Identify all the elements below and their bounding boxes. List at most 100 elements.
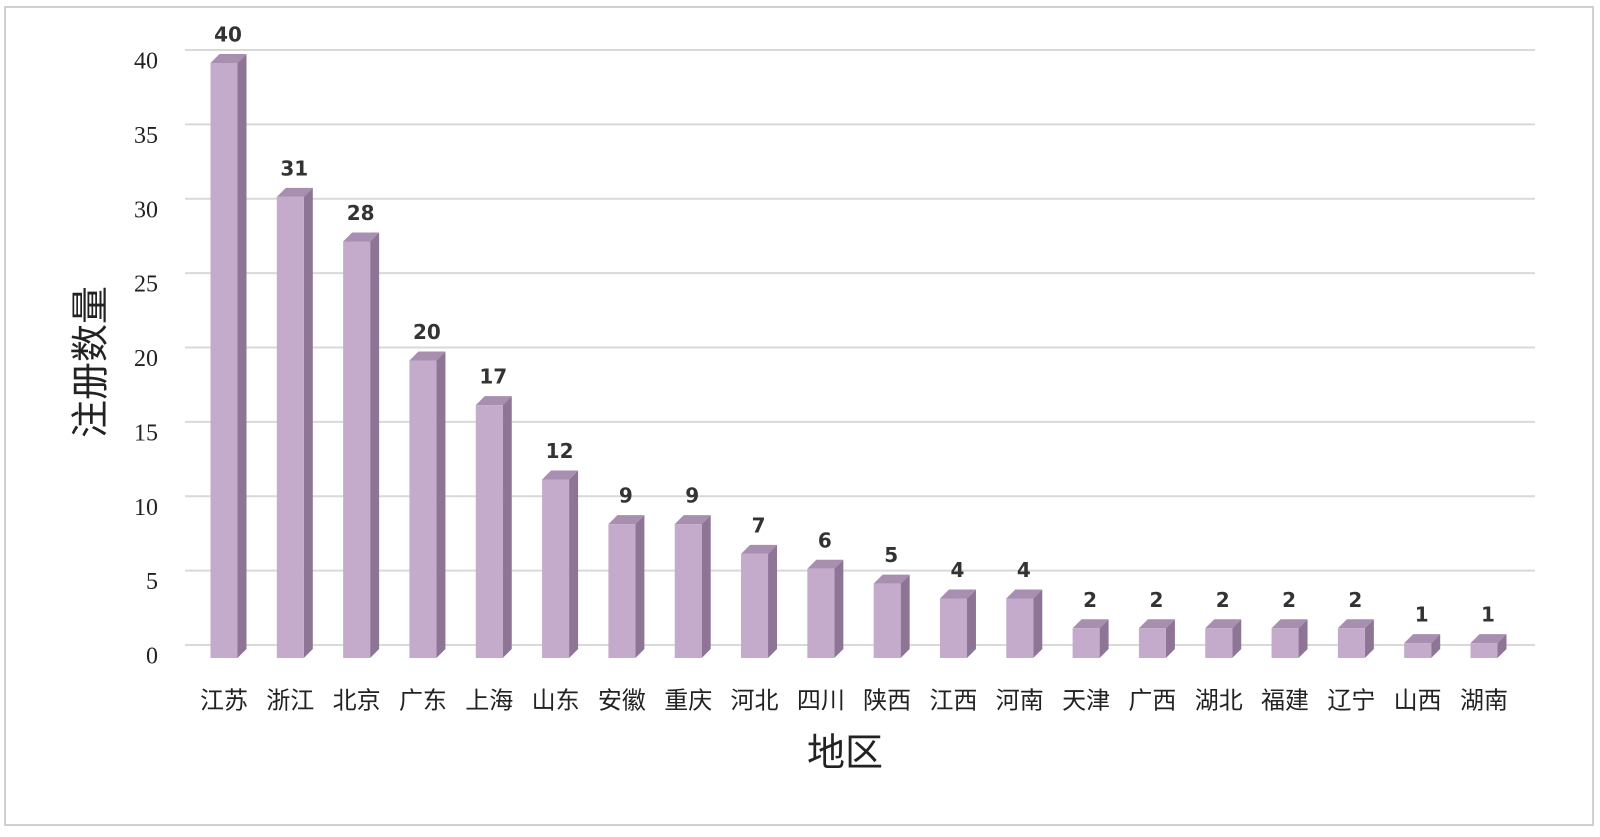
bar-top (210, 54, 247, 63)
bar (1337, 628, 1365, 658)
value-label: 17 (479, 365, 507, 389)
bar-side (768, 544, 778, 658)
value-label: 2 (1348, 588, 1362, 612)
value-label: 12 (546, 439, 574, 463)
x-tick-label: 安徽 (598, 688, 646, 715)
bar-side (900, 574, 910, 658)
x-tick-label: 山西 (1394, 688, 1442, 715)
value-label: 2 (1216, 588, 1230, 612)
bar (1470, 643, 1498, 658)
bar-top (873, 574, 910, 584)
x-tick-label: 山东 (532, 688, 580, 715)
y-tick-label: 35 (134, 123, 158, 149)
x-tick-label: 北京 (333, 688, 381, 715)
bar (409, 360, 437, 658)
bar-top (475, 396, 512, 406)
bar-top (542, 470, 579, 480)
bar-top (1337, 619, 1374, 629)
bar-side (370, 232, 380, 658)
bar-top (674, 515, 711, 525)
bar-side (569, 470, 579, 658)
x-tick-label: 上海 (465, 688, 513, 715)
bar (608, 524, 636, 658)
bar-top (1138, 619, 1175, 629)
y-tick-label: 0 (146, 644, 158, 670)
value-label: 2 (1149, 588, 1163, 612)
x-tick-label: 江西 (929, 688, 977, 715)
bar-top (1072, 619, 1109, 629)
value-label: 40 (214, 23, 242, 47)
x-tick-label: 天津 (1062, 688, 1110, 715)
y-tick-label: 25 (134, 272, 158, 298)
bar-side (1232, 619, 1242, 658)
value-label: 5 (884, 543, 898, 567)
bar-side (1364, 619, 1374, 658)
x-tick-label: 辽宁 (1327, 688, 1375, 715)
y-tick-label: 10 (134, 495, 158, 521)
bar (1205, 628, 1233, 658)
x-tick-label: 浙江 (266, 688, 314, 715)
bar-top (1404, 634, 1441, 644)
value-label: 2 (1282, 588, 1296, 612)
x-tick-label: 河南 (996, 688, 1044, 715)
bar-top (1271, 619, 1308, 629)
bar-side (635, 515, 645, 658)
bar (741, 553, 769, 658)
bar-top (409, 351, 446, 361)
bar-top (807, 559, 844, 569)
x-tick-label: 湖南 (1460, 688, 1508, 715)
bar-side (1165, 619, 1175, 658)
bar (1404, 643, 1432, 658)
bar (542, 479, 570, 658)
value-label: 4 (1017, 558, 1031, 582)
bar-top (343, 232, 380, 242)
bar (210, 63, 238, 658)
bar-top (608, 515, 645, 525)
bar-side (237, 54, 247, 658)
bar-side (436, 351, 446, 658)
bar (276, 196, 304, 658)
x-tick-label: 陕西 (863, 688, 911, 715)
value-label: 9 (685, 484, 699, 508)
value-label: 28 (347, 201, 375, 225)
bar-top (1470, 634, 1507, 644)
value-label: 2 (1083, 588, 1097, 612)
x-tick-label: 广东 (399, 688, 447, 715)
bar (674, 524, 702, 658)
bar (343, 241, 371, 658)
bar-side (1497, 634, 1507, 658)
bar-side (834, 559, 844, 658)
value-label: 6 (818, 528, 832, 552)
bar-top (1006, 589, 1043, 599)
x-axis-title: 地区 (807, 733, 883, 775)
x-tick-label: 重庆 (664, 688, 712, 715)
value-label: 1 (1415, 603, 1429, 627)
bar-side (1033, 589, 1043, 658)
bar (1006, 598, 1034, 658)
x-tick-label: 广西 (1128, 688, 1176, 715)
bar-side (1298, 619, 1308, 658)
chart-border (4, 6, 1594, 826)
bar-side (502, 396, 512, 658)
bar (939, 598, 967, 658)
bar (1271, 628, 1299, 658)
bar-side (1431, 634, 1441, 658)
bar (807, 568, 835, 658)
bar-side (1099, 619, 1109, 658)
bar-side (701, 515, 711, 658)
y-tick-label: 20 (134, 346, 158, 372)
y-tick-label: 30 (134, 197, 158, 223)
y-axis-title: 注册数量 (71, 286, 113, 438)
value-label: 20 (413, 320, 441, 344)
x-tick-label: 江苏 (200, 688, 248, 715)
x-tick-label: 河北 (731, 688, 779, 715)
bar (475, 405, 503, 658)
y-tick-label: 40 (134, 49, 158, 75)
x-tick-label: 四川 (797, 689, 845, 715)
x-tick-label: 福建 (1261, 688, 1309, 715)
bar-side (966, 589, 976, 658)
y-tick-label: 5 (146, 569, 158, 595)
bar (1138, 628, 1166, 658)
value-label: 4 (951, 558, 965, 582)
bar (1072, 628, 1100, 658)
